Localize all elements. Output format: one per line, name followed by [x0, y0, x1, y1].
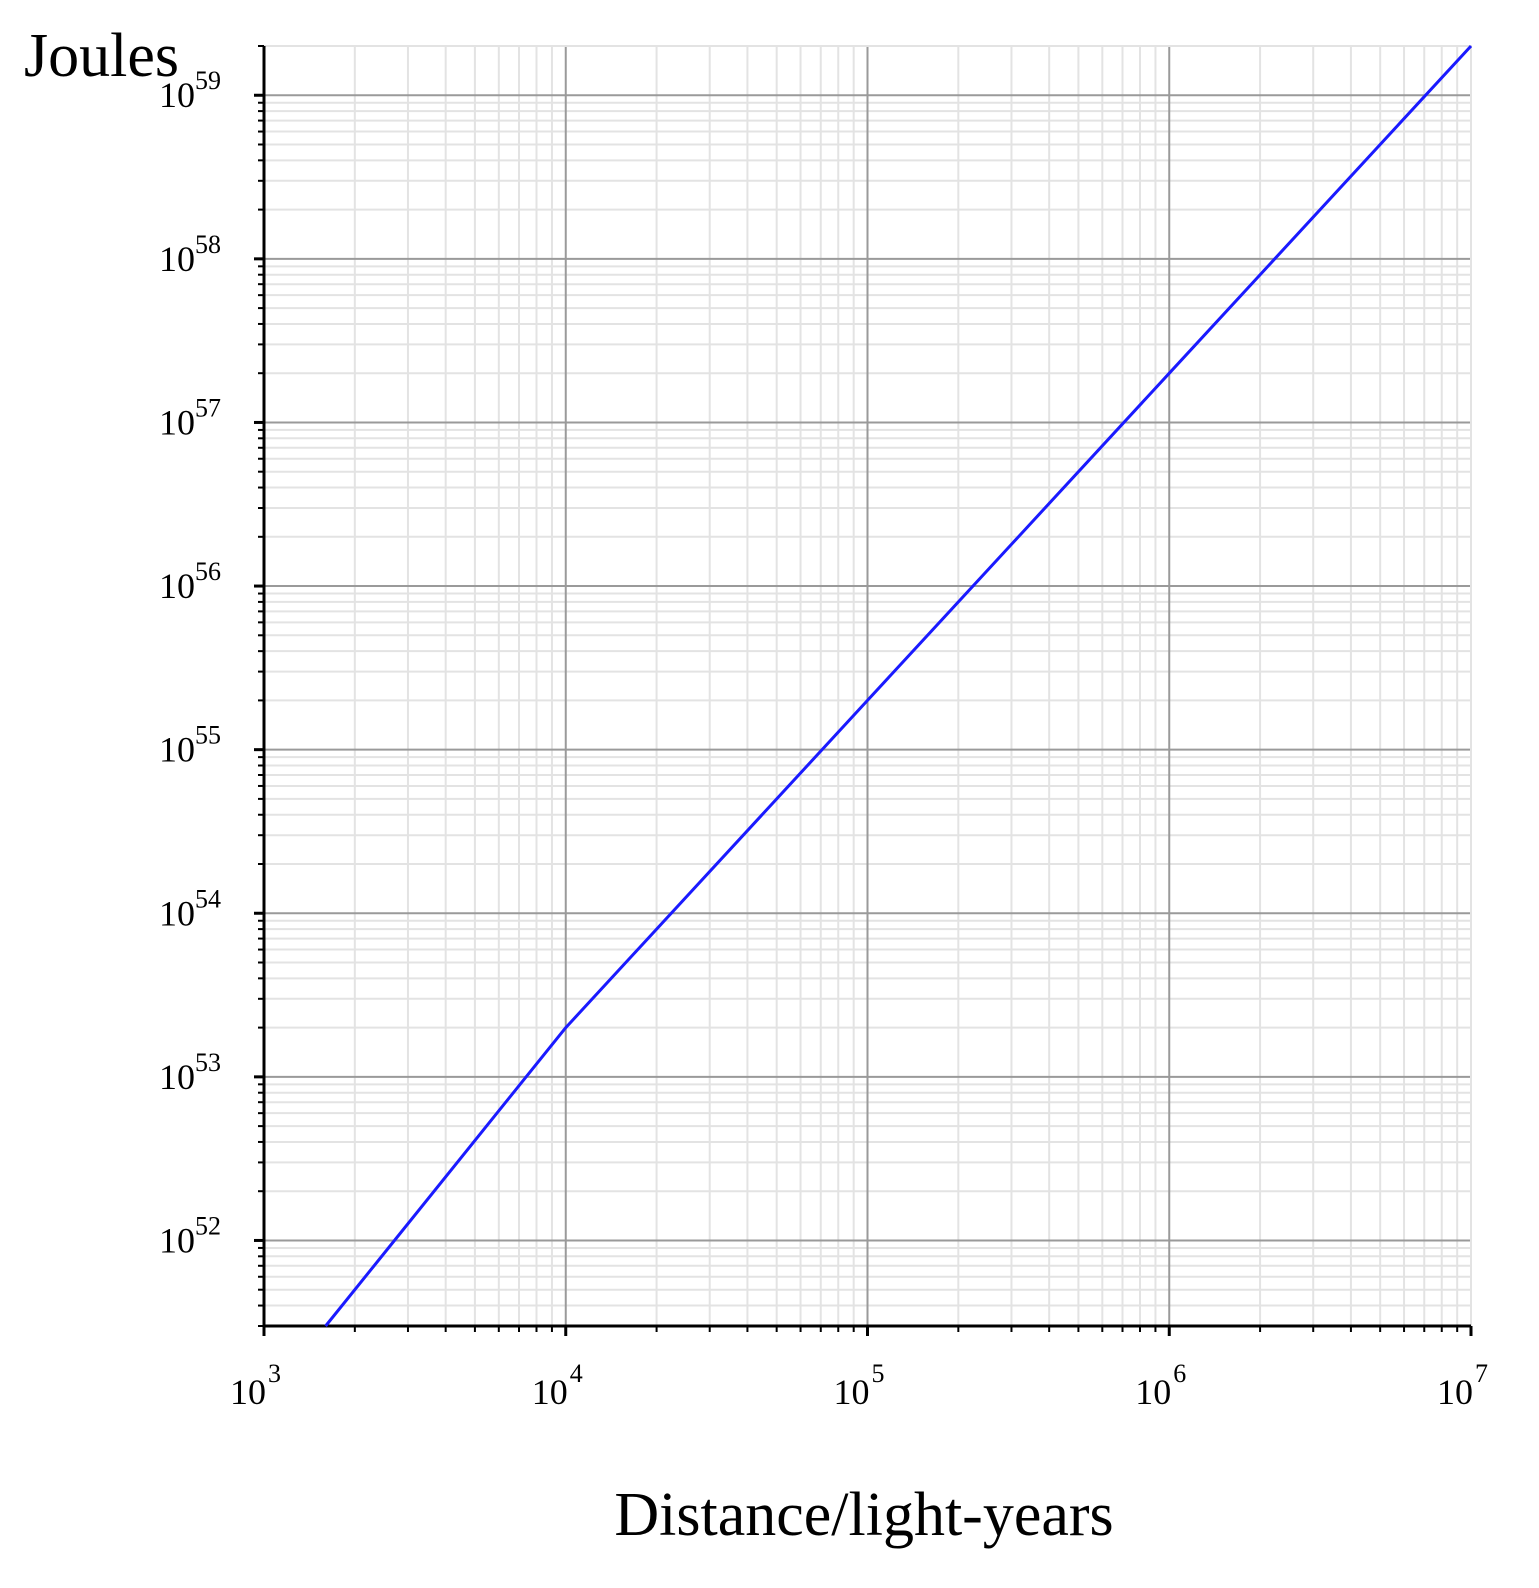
y-tick-base: 10 [159, 893, 195, 933]
y-tick-exponent: 55 [195, 721, 221, 750]
y-tick-exponent: 54 [195, 884, 221, 913]
y-tick-label: 10 58 [159, 230, 221, 279]
x-tick-label: 10 6 [1135, 1359, 1186, 1412]
x-axis-label: Distance/light-years [614, 1481, 1113, 1549]
x-tick-exponent: 7 [1475, 1359, 1488, 1388]
x-tick-base: 10 [532, 1372, 568, 1412]
series-layer [324, 44, 1473, 1327]
x-tick-label: 10 7 [1437, 1359, 1488, 1412]
x-tick-base: 10 [834, 1372, 870, 1412]
y-axis-label: Joules [24, 22, 179, 90]
y-tick-base: 10 [159, 730, 195, 770]
y-tick-label: 10 56 [159, 557, 221, 606]
series-line [324, 44, 1473, 1327]
x-tick-label: 10 3 [230, 1359, 281, 1412]
major-grid [264, 46, 1472, 1326]
x-tick-base: 10 [1437, 1372, 1473, 1412]
y-tick-exponent: 59 [195, 66, 221, 95]
x-tick-label: 10 5 [834, 1359, 885, 1412]
y-tick-base: 10 [159, 75, 195, 115]
x-tick-label: 10 4 [532, 1359, 583, 1412]
y-tick-base: 10 [159, 402, 195, 442]
y-tick-base: 10 [159, 1057, 195, 1097]
y-tick-label: 10 54 [159, 884, 221, 933]
y-tick-label: 10 55 [159, 721, 221, 770]
y-tick-label: 10 52 [159, 1211, 221, 1260]
y-tick-base: 10 [159, 566, 195, 606]
x-tick-exponent: 5 [872, 1359, 885, 1388]
y-tick-exponent: 52 [195, 1211, 221, 1240]
x-tick-exponent: 3 [268, 1359, 281, 1388]
y-tick-label: 10 59 [159, 66, 221, 115]
y-tick-exponent: 56 [195, 557, 221, 586]
y-tick-base: 10 [159, 1220, 195, 1260]
y-tick-label: 10 57 [159, 393, 221, 442]
x-tick-base: 10 [230, 1372, 266, 1412]
x-tick-exponent: 6 [1173, 1359, 1186, 1388]
y-tick-exponent: 58 [195, 230, 221, 259]
x-tick-base: 10 [1135, 1372, 1171, 1412]
y-tick-label: 10 53 [159, 1048, 221, 1097]
y-tick-base: 10 [159, 239, 195, 279]
y-tick-exponent: 53 [195, 1048, 221, 1077]
tick-marks [254, 45, 1473, 1336]
x-tick-exponent: 4 [570, 1359, 583, 1388]
y-tick-exponent: 57 [195, 393, 221, 422]
